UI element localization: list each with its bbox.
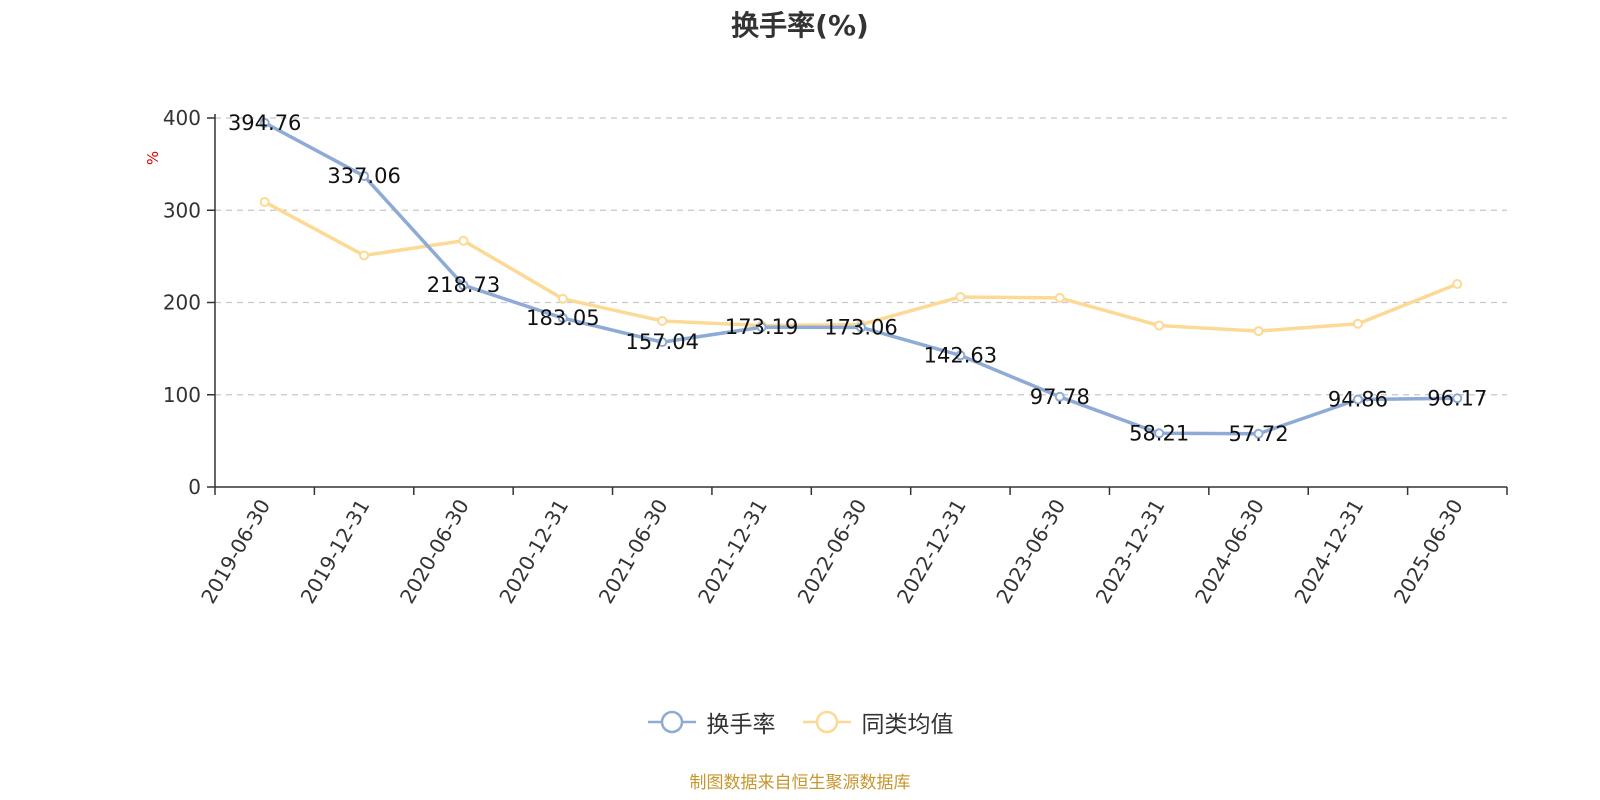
legend-label: 换手率 — [706, 712, 776, 738]
data-point — [259, 196, 270, 207]
x-tick-label: 2021-12-31 — [693, 495, 772, 608]
data-point — [1154, 428, 1165, 439]
x-tick-label: 2024-12-31 — [1289, 495, 1368, 608]
data-label: 94.86 — [1328, 387, 1388, 411]
data-point — [1054, 292, 1065, 303]
data-source-note: 制图数据来自恒生聚源数据库 — [689, 773, 911, 793]
y-tick-label: 0 — [188, 475, 201, 499]
x-tick-label: 2023-12-31 — [1091, 495, 1170, 608]
data-labels: 394.76 337.06 218.73 183.05 157.04 173.19 173.… — [228, 111, 1487, 446]
legend: 换手率 同类均值 — [0, 705, 1600, 739]
y-tick-label: 400 — [163, 106, 201, 130]
series-line-1 — [262, 200, 1460, 333]
data-label: 394.76 — [228, 111, 301, 135]
y-tick-label: 300 — [163, 198, 201, 222]
data-label: 97.78 — [1030, 385, 1090, 409]
data-point — [856, 322, 866, 333]
chart-title: 换手率(%) — [731, 9, 869, 42]
data-point — [1352, 394, 1363, 405]
data-point — [1054, 391, 1065, 402]
legend-label: 同类均值 — [861, 712, 954, 738]
data-point — [458, 280, 469, 291]
x-tick-label: 2025-06-30 — [1389, 495, 1468, 608]
data-point — [955, 350, 966, 361]
data-label: 142.63 — [924, 343, 997, 367]
data-point — [1154, 320, 1165, 331]
data-label: 183.05 — [526, 306, 599, 330]
data-label: 157.04 — [625, 330, 698, 354]
data-point — [1452, 393, 1463, 404]
data-point — [359, 250, 370, 261]
x-tick-label: 2024-06-30 — [1190, 495, 1269, 608]
y-tick-label: 200 — [163, 291, 201, 315]
data-label: 58.21 — [1129, 421, 1189, 445]
x-tick-label: 2019-06-30 — [196, 495, 275, 608]
data-point — [359, 171, 370, 182]
data-point — [557, 313, 568, 324]
x-tick-label: 2019-12-31 — [296, 495, 375, 608]
data-point — [1253, 326, 1264, 337]
data-label: 57.72 — [1228, 422, 1288, 446]
legend-item-0[interactable]: 换手率 — [647, 705, 776, 739]
x-tick-label: 2022-12-31 — [892, 495, 971, 608]
data-point — [557, 293, 568, 304]
data-point — [1452, 279, 1463, 290]
data-label: 173.19 — [725, 315, 798, 339]
data-point — [657, 337, 668, 348]
data-points — [259, 117, 1463, 439]
data-point — [1253, 428, 1264, 439]
x-tick-label: 2022-06-30 — [792, 495, 871, 608]
data-point — [458, 235, 469, 246]
data-point — [259, 117, 270, 128]
legend-item-1[interactable]: 同类均值 — [802, 705, 954, 739]
y-axis-label: % — [144, 151, 162, 165]
data-label: 337.06 — [327, 164, 400, 188]
x-tick-label: 2020-06-30 — [395, 495, 474, 608]
x-tick-label: 2021-06-30 — [594, 495, 673, 608]
y-tick-label: 100 — [163, 383, 201, 407]
data-label: 96.17 — [1427, 386, 1487, 410]
data-label: 218.73 — [427, 273, 500, 297]
x-tick-label: 2023-06-30 — [991, 495, 1070, 608]
data-point — [955, 291, 966, 302]
x-tick-label: 2020-12-31 — [494, 495, 573, 608]
data-point — [1352, 318, 1363, 329]
data-point — [657, 315, 668, 326]
legend-swatch — [802, 710, 851, 734]
legend-swatch — [647, 710, 696, 734]
grid-lines — [215, 117, 1507, 396]
data-label: 173.06 — [824, 315, 897, 339]
data-point — [756, 322, 767, 333]
